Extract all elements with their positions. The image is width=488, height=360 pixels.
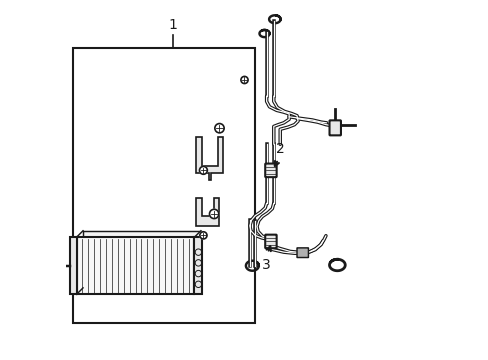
Circle shape	[241, 76, 247, 84]
Text: 2: 2	[275, 142, 284, 156]
FancyBboxPatch shape	[329, 120, 340, 135]
Circle shape	[209, 209, 218, 219]
Circle shape	[200, 232, 206, 239]
Polygon shape	[196, 198, 219, 226]
Text: 1: 1	[168, 18, 177, 32]
Bar	[73, 48, 255, 323]
Polygon shape	[196, 137, 223, 180]
Bar	[77, 237, 194, 294]
Text: 3: 3	[262, 258, 270, 272]
FancyBboxPatch shape	[296, 248, 308, 257]
Bar	[70, 237, 77, 294]
Circle shape	[214, 123, 224, 133]
Bar	[83, 231, 201, 288]
FancyBboxPatch shape	[264, 235, 276, 248]
Bar	[194, 237, 202, 294]
FancyBboxPatch shape	[264, 163, 276, 177]
Circle shape	[199, 166, 207, 174]
